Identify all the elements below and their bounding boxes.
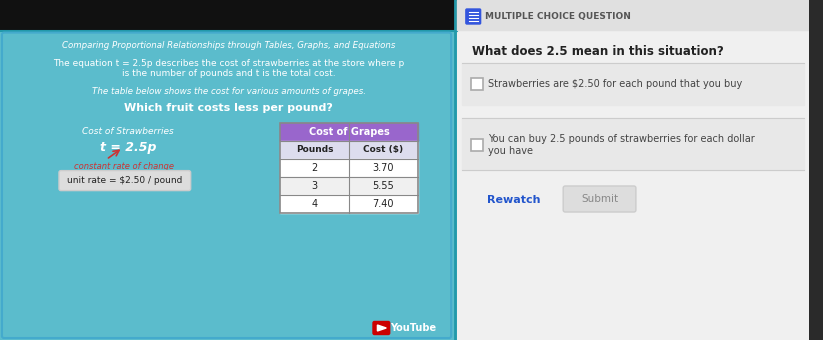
Text: 7.40: 7.40: [373, 199, 394, 209]
Text: 4: 4: [311, 199, 318, 209]
FancyBboxPatch shape: [59, 171, 191, 191]
Text: Pounds: Pounds: [295, 145, 333, 154]
Text: MULTIPLE CHOICE QUESTION: MULTIPLE CHOICE QUESTION: [485, 12, 630, 20]
Text: The table below shows the cost for various amounts of grapes.: The table below shows the cost for vario…: [91, 87, 365, 96]
Bar: [471, 78, 482, 90]
Text: Cost of Grapes: Cost of Grapes: [309, 126, 389, 137]
Bar: [0, 31, 457, 340]
Bar: [457, 0, 809, 30]
Text: you have: you have: [489, 146, 533, 156]
Text: Submit: Submit: [581, 194, 618, 204]
Bar: [462, 118, 804, 170]
Text: Comparing Proportional Relationships through Tables, Graphs, and Equations: Comparing Proportional Relationships thr…: [62, 40, 395, 50]
Bar: [280, 158, 418, 176]
FancyBboxPatch shape: [466, 9, 481, 24]
Bar: [280, 123, 418, 212]
FancyBboxPatch shape: [373, 322, 390, 335]
Text: You can buy 2.5 pounds of strawberries for each dollar: You can buy 2.5 pounds of strawberries f…: [489, 134, 756, 144]
Text: The equation t = 2.5p describes the cost of strawberries at the store where p
is: The equation t = 2.5p describes the cost…: [53, 58, 404, 78]
Text: Cost of Strawberries: Cost of Strawberries: [82, 126, 174, 136]
Polygon shape: [378, 325, 386, 331]
Text: unit rate = $2.50 / pound: unit rate = $2.50 / pound: [67, 176, 183, 185]
Text: What does 2.5 mean in this situation?: What does 2.5 mean in this situation?: [472, 45, 723, 58]
Bar: [280, 123, 418, 141]
Bar: [0, 0, 457, 31]
Bar: [280, 141, 418, 158]
Text: Cost ($): Cost ($): [363, 145, 403, 154]
Bar: [471, 139, 482, 151]
Text: 3: 3: [311, 181, 318, 191]
Text: Strawberries are $2.50 for each pound that you buy: Strawberries are $2.50 for each pound th…: [489, 79, 742, 89]
Text: 2: 2: [311, 163, 318, 173]
Text: Rewatch: Rewatch: [486, 195, 540, 205]
Text: 5.55: 5.55: [373, 181, 394, 191]
Bar: [457, 0, 809, 340]
Text: constant rate of change: constant rate of change: [74, 162, 174, 171]
FancyBboxPatch shape: [563, 186, 636, 212]
Text: 3.70: 3.70: [373, 163, 394, 173]
Bar: [280, 176, 418, 194]
Bar: [280, 194, 418, 212]
Text: t = 2.5p: t = 2.5p: [100, 141, 156, 154]
Text: Which fruit costs less per pound?: Which fruit costs less per pound?: [124, 103, 333, 113]
Bar: [462, 63, 804, 105]
Text: YouTube: YouTube: [390, 323, 436, 333]
